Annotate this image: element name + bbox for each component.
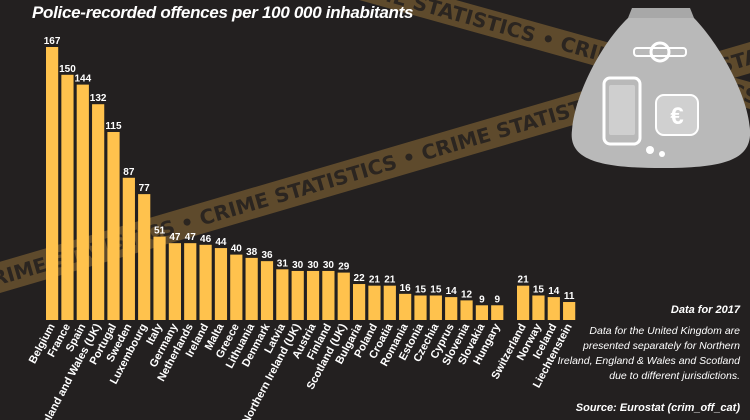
bar-value-label: 22	[354, 273, 366, 284]
bar	[230, 254, 243, 320]
bar-value-label: 167	[44, 36, 61, 47]
bar-value-label: 21	[369, 275, 381, 286]
bar-value-label: 21	[518, 275, 530, 286]
bar	[475, 305, 488, 320]
bar	[76, 84, 89, 320]
bar-value-label: 47	[169, 232, 181, 243]
bar	[445, 297, 458, 320]
bar-value-label: 31	[277, 258, 289, 269]
bar-value-label: 9	[494, 294, 500, 305]
bar	[414, 295, 427, 320]
bar-value-label: 77	[139, 183, 151, 194]
bar	[383, 285, 396, 320]
source-note: Source: Eurostat (crim_off_cat)	[575, 402, 740, 414]
bar	[168, 243, 181, 320]
bar	[368, 285, 381, 320]
bar-value-label: 16	[400, 283, 412, 294]
bar	[122, 177, 135, 320]
bar-value-label: 40	[231, 244, 243, 255]
bar-value-label: 15	[533, 284, 545, 295]
bar	[532, 295, 545, 320]
bar-value-label: 15	[415, 284, 427, 295]
wristwatch-icon	[649, 41, 671, 63]
bar	[260, 261, 274, 320]
bar-value-label: 150	[59, 64, 76, 75]
bar-value-label: 36	[261, 250, 273, 261]
money-bag-icon: €	[571, 8, 750, 168]
bar	[399, 293, 412, 320]
bag-knot-shape	[628, 8, 694, 18]
bar	[107, 132, 120, 320]
bar	[563, 302, 576, 320]
bar	[46, 47, 59, 320]
bar	[184, 243, 197, 320]
bar	[491, 305, 504, 320]
bar	[199, 244, 212, 320]
bar-value-label: 51	[154, 226, 166, 237]
bar-value-label: 30	[323, 260, 335, 271]
bar-value-label: 12	[461, 289, 473, 300]
bar	[291, 270, 304, 320]
bar-value-label: 21	[384, 275, 396, 286]
bar-value-label: 9	[479, 294, 485, 305]
bar-value-label: 44	[215, 237, 227, 248]
bar-value-label: 144	[74, 74, 91, 85]
uk-jurisdiction-note: Data for the United Kingdom are presente…	[557, 325, 740, 382]
bar	[337, 272, 350, 320]
bar	[429, 295, 442, 320]
bar	[92, 104, 105, 320]
bar	[276, 269, 289, 320]
bar-value-label: 38	[246, 247, 258, 258]
coins-icon	[646, 146, 654, 154]
bar	[138, 194, 151, 320]
chart-subtitle: Police-recorded offences per 100 000 inh…	[32, 3, 414, 22]
bar-value-label: 47	[185, 232, 197, 243]
euro-wallet-icon	[655, 94, 699, 136]
bar	[517, 285, 530, 320]
bar	[547, 297, 560, 320]
smartphone-icon	[602, 76, 642, 146]
bar	[460, 300, 473, 320]
bar-value-label: 132	[90, 93, 107, 104]
bar-value-label: 15	[430, 284, 442, 295]
smartphone-screen-shape	[609, 85, 635, 135]
watch-strap-shape	[633, 47, 687, 57]
bar-value-label: 29	[338, 262, 350, 273]
bar	[322, 270, 335, 320]
bar	[61, 74, 74, 320]
bar-value-label: 14	[446, 286, 458, 297]
bar-value-label: 115	[105, 121, 122, 132]
euro-symbol-icon: €	[670, 103, 683, 130]
bar	[306, 270, 320, 320]
bar-value-label: 30	[292, 260, 304, 271]
bar	[153, 236, 166, 320]
data-year-note: Data for 2017	[670, 304, 740, 316]
bar-value-label: 11	[564, 291, 575, 302]
bar-value-label: 87	[123, 167, 135, 178]
bar-value-label: 14	[548, 286, 560, 297]
bar	[353, 284, 366, 320]
coin-shape	[659, 151, 665, 157]
bar	[245, 257, 258, 320]
bar	[214, 248, 228, 320]
bar-value-label: 30	[307, 260, 319, 271]
bar-value-label: 46	[200, 234, 212, 245]
